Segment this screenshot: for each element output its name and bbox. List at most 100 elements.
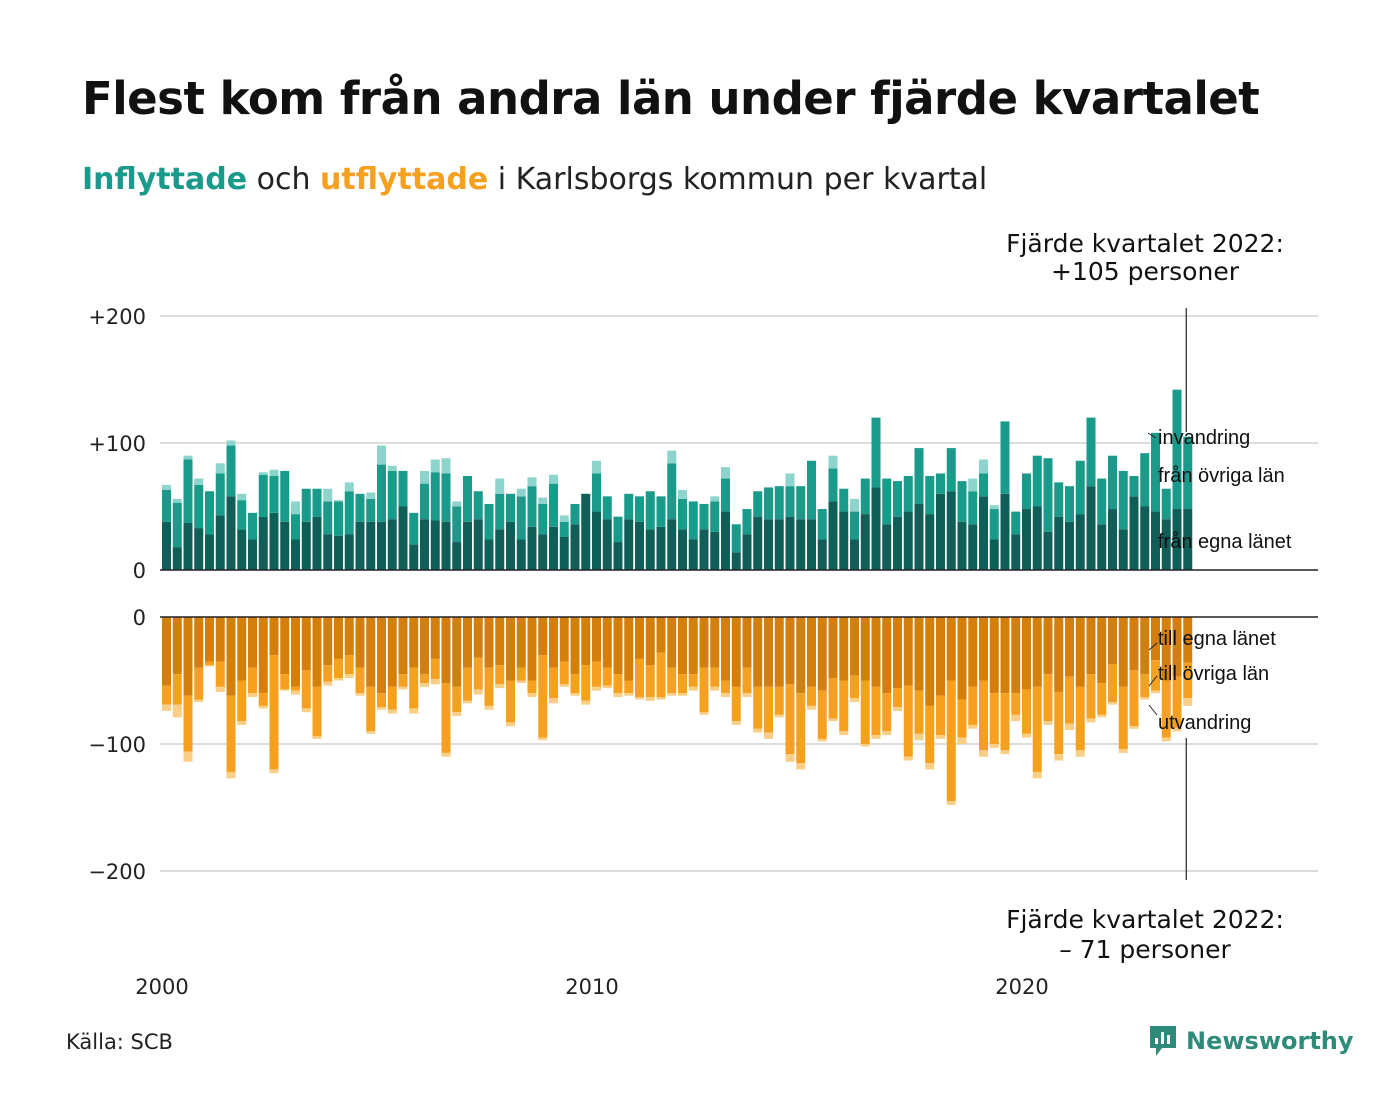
bar-out-utvandring bbox=[420, 683, 429, 687]
bar-in-egna bbox=[925, 514, 935, 570]
bar-out-utvandring bbox=[334, 677, 343, 681]
bar-out-ovriga bbox=[893, 688, 902, 708]
bar-out-ovriga bbox=[914, 690, 924, 734]
bar-in-egna bbox=[850, 539, 859, 570]
bar-out-utvandring bbox=[839, 731, 849, 736]
bar-out-utvandring bbox=[882, 731, 892, 736]
bar-in-egna bbox=[796, 519, 806, 570]
bar-out-egna bbox=[183, 617, 193, 696]
bar-out-egna bbox=[205, 617, 214, 662]
x-tick-label: 2000 bbox=[135, 975, 188, 999]
bar-in-ovriga bbox=[280, 470, 290, 522]
bar-in-egna bbox=[699, 529, 709, 570]
bar-out-ovriga bbox=[495, 665, 505, 685]
bar-out-utvandring bbox=[377, 707, 386, 710]
bar-in-egna bbox=[968, 524, 978, 570]
bar-in-ovriga bbox=[430, 472, 440, 521]
bar-out-egna bbox=[1097, 617, 1107, 684]
bar-out-egna bbox=[1043, 617, 1053, 675]
bar-out-ovriga bbox=[473, 657, 483, 690]
bar-in-ovriga bbox=[1140, 453, 1150, 507]
bar-out-utvandring bbox=[667, 693, 677, 696]
bar-out-ovriga bbox=[968, 686, 978, 725]
bar-out-utvandring bbox=[194, 699, 204, 703]
bar-in-ovriga bbox=[1054, 482, 1064, 517]
bar-out-utvandring bbox=[226, 771, 236, 779]
bar-out-ovriga bbox=[1108, 663, 1117, 703]
bar-out-utvandring bbox=[1118, 749, 1128, 753]
bar-out-ovriga bbox=[1054, 691, 1064, 755]
bar-out-egna bbox=[1022, 617, 1031, 690]
bar-in-egna bbox=[764, 519, 773, 570]
bar-out-ovriga bbox=[710, 667, 720, 687]
bar-out-ovriga bbox=[1129, 670, 1139, 727]
bar-out-egna bbox=[796, 617, 806, 694]
bar-out-utvandring bbox=[871, 735, 881, 739]
bar-in-egna bbox=[377, 521, 386, 570]
bar-in-egna bbox=[312, 516, 322, 570]
bar-in-egna bbox=[753, 516, 763, 570]
bar-in-ovriga bbox=[1000, 421, 1010, 494]
bar-in-ovriga bbox=[506, 493, 515, 522]
bar-in-egna bbox=[957, 521, 967, 570]
bar-out-egna bbox=[1075, 617, 1085, 687]
annotation-bottom-line2: – 71 personer bbox=[1059, 935, 1231, 964]
bar-out-egna bbox=[409, 617, 419, 668]
bar-out-ovriga bbox=[366, 686, 376, 732]
bar-in-egna bbox=[248, 539, 257, 570]
bar-out-ovriga bbox=[1022, 689, 1031, 734]
bar-out-utvandring bbox=[473, 689, 483, 695]
bar-out-egna bbox=[721, 617, 730, 681]
bar-out-ovriga bbox=[678, 674, 687, 694]
annotation-bottom-line1: Fjärde kvartalet 2022: bbox=[1006, 905, 1284, 934]
bar-out-egna bbox=[989, 617, 999, 694]
bar-out-ovriga bbox=[1000, 693, 1010, 751]
bar-out-egna bbox=[656, 617, 666, 653]
bar-in-invandring bbox=[420, 470, 429, 484]
bar-out-utvandring bbox=[1086, 718, 1096, 723]
bar-out-utvandring bbox=[807, 705, 816, 710]
bar-out-ovriga bbox=[237, 680, 247, 722]
bar-out-utvandring bbox=[323, 681, 333, 686]
bar-in-ovriga bbox=[205, 491, 214, 535]
bar-out-egna bbox=[484, 617, 494, 668]
bar-in-egna bbox=[882, 524, 892, 570]
bar-out-egna bbox=[301, 617, 311, 671]
bar-out-ovriga bbox=[753, 686, 763, 729]
bar-out-ovriga bbox=[979, 680, 988, 751]
bar-in-ovriga bbox=[903, 476, 913, 512]
bar-out-utvandring bbox=[355, 693, 365, 696]
bar-in-invandring bbox=[215, 463, 225, 474]
series-label-out: utvandring bbox=[1158, 712, 1251, 734]
bar-in-ovriga bbox=[925, 476, 935, 515]
bar-out-ovriga bbox=[258, 693, 268, 706]
bar-in-ovriga bbox=[796, 486, 806, 520]
bar-in-ovriga bbox=[1118, 470, 1128, 530]
bar-out-utvandring bbox=[968, 724, 978, 729]
bar-out-ovriga bbox=[280, 674, 290, 690]
bar-in-ovriga bbox=[1065, 486, 1074, 522]
bar-out-egna bbox=[387, 617, 397, 687]
bar-in-egna bbox=[1043, 531, 1053, 570]
bar-in-egna bbox=[1108, 509, 1117, 570]
bar-in-invandring bbox=[441, 458, 451, 474]
bar-out-ovriga bbox=[312, 686, 322, 737]
bar-out-egna bbox=[807, 617, 816, 687]
bar-out-utvandring bbox=[248, 693, 257, 698]
bar-out-utvandring bbox=[1000, 750, 1010, 755]
bar-out-ovriga bbox=[1183, 662, 1193, 699]
chart-subtitle: Inflyttade och utflyttade i Karlsborgs k… bbox=[82, 162, 987, 197]
bar-in-ovriga bbox=[1011, 511, 1021, 535]
bar-in-invandring bbox=[430, 459, 440, 473]
bar-in-ovriga bbox=[516, 496, 526, 540]
bar-out-utvandring bbox=[635, 697, 644, 700]
bar-in-egna bbox=[355, 521, 365, 570]
bar-out-egna bbox=[742, 617, 752, 668]
bar-out-utvandring bbox=[527, 693, 537, 698]
bar-out-utvandring bbox=[624, 693, 634, 696]
bar-in-egna bbox=[183, 523, 193, 570]
bar-in-ovriga bbox=[344, 491, 354, 535]
bar-out-utvandring bbox=[828, 718, 838, 722]
bar-out-utvandring bbox=[860, 744, 870, 747]
bar-out-ovriga bbox=[1151, 660, 1160, 691]
